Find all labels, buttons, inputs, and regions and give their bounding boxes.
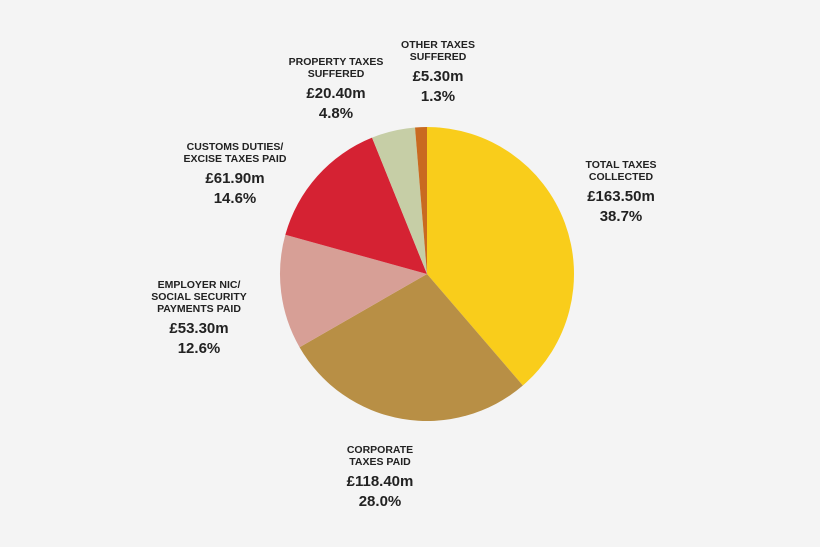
slice-name-line: PROPERTY TAXES: [289, 56, 384, 68]
pie-slice-other-taxes: [415, 127, 427, 274]
slice-percent: 4.8%: [319, 105, 353, 122]
slice-amount: £53.30m: [169, 320, 228, 337]
slice-percent: 1.3%: [421, 88, 455, 105]
slice-name-line: EMPLOYER NIC/: [158, 279, 241, 291]
slice-name-line: EXCISE TAXES PAID: [184, 153, 287, 165]
slice-name-line: SUFFERED: [410, 51, 467, 63]
slice-percent: 38.7%: [600, 208, 643, 225]
slice-amount: £163.50m: [587, 188, 655, 205]
pie-slice-employer-nic: [279, 234, 427, 348]
slice-name-line: TOTAL TAXES: [586, 159, 657, 171]
slice-percent: 28.0%: [359, 493, 402, 510]
slice-name-line: PAYMENTS PAID: [157, 303, 241, 315]
slice-label-customs-duties: CUSTOMS DUTIES/EXCISE TAXES PAID £61.90m 1…: [184, 141, 287, 207]
slice-name-line: OTHER TAXES: [401, 39, 475, 51]
slice-name-line: CUSTOMS DUTIES/: [187, 141, 284, 153]
pie-slice-customs-duties: [285, 137, 427, 274]
slice-percent: 14.6%: [214, 190, 257, 207]
slice-name-line: SOCIAL SECURITY: [151, 291, 246, 303]
slice-name-line: CORPORATE: [347, 444, 413, 456]
slice-name-line: TAXES PAID: [349, 456, 411, 468]
slice-amount: £61.90m: [205, 170, 264, 187]
slice-name-line: SUFFERED: [308, 68, 365, 80]
slice-amount: £20.40m: [306, 85, 365, 102]
slice-amount: £118.40m: [347, 473, 414, 490]
pie-slice-total-taxes: [427, 127, 575, 386]
slice-amount: £5.30m: [413, 68, 464, 85]
slice-percent: 12.6%: [178, 340, 221, 357]
pie-slices: [279, 127, 575, 422]
pie-slice-corporate-taxes: [299, 274, 523, 422]
pie-slice-property-taxes: [372, 127, 427, 275]
slice-name-line: COLLECTED: [589, 171, 654, 183]
